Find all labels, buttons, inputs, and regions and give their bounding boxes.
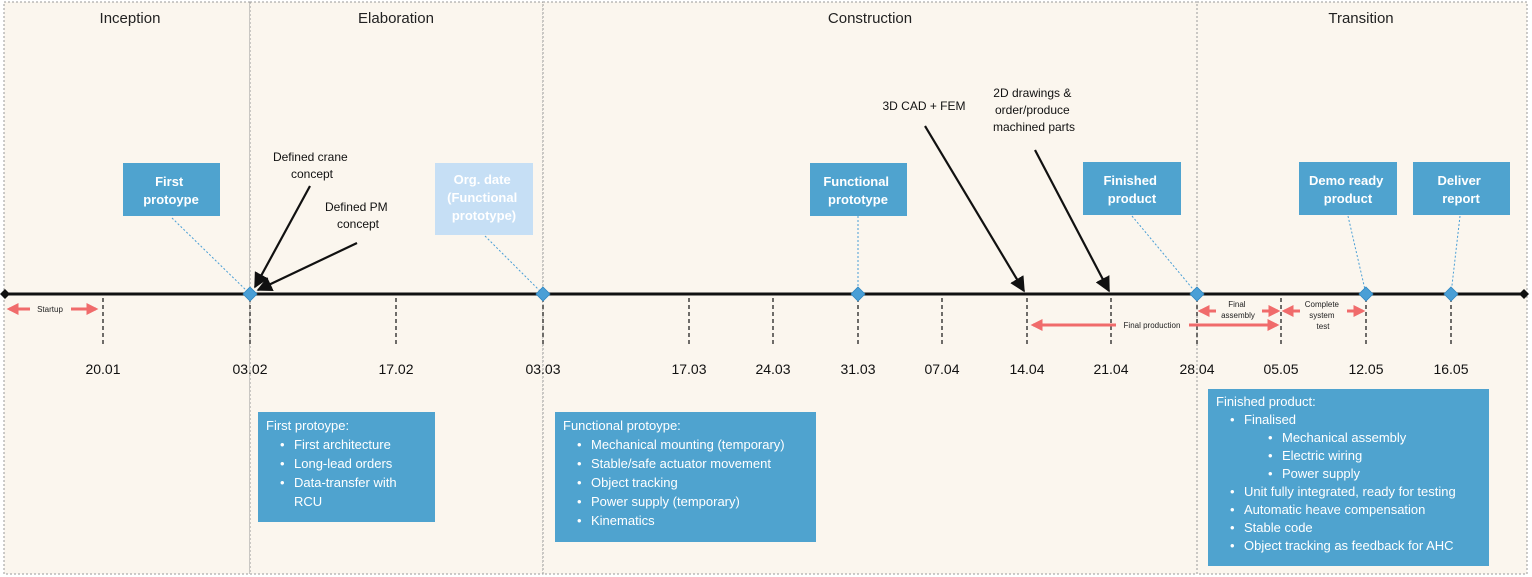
milestone-connectors <box>171 215 1461 295</box>
date-label: 28.04 <box>1179 361 1214 377</box>
phase-title-inception: Inception <box>100 10 161 27</box>
panel-title: Finished product: <box>1216 394 1316 409</box>
date-label: 20.01 <box>85 361 120 377</box>
list-item: Long-lead orders <box>280 454 427 473</box>
milestone-label-functional-prototype: Functional prototype <box>823 174 892 207</box>
list-item-label: Finalised <box>1244 412 1297 427</box>
panel-list: Finalised Mechanical assembly Electric w… <box>1216 411 1481 555</box>
milestone-label-finished-product: Finished product <box>1103 173 1160 206</box>
date-label: 05.05 <box>1263 361 1298 377</box>
milestone-box-functional-prototype <box>810 163 907 216</box>
date-labels: 20.01 03.02 17.02 03.03 17.03 24.03 31.0… <box>85 361 1468 377</box>
date-label: 03.03 <box>525 361 560 377</box>
panel-sublist: Mechanical assembly Electric wiring Powe… <box>1244 429 1481 483</box>
date-label: 17.03 <box>671 361 706 377</box>
panel-title: First protoype: <box>266 418 350 433</box>
milestone-label-deliver-report: Deliver report <box>1438 173 1485 206</box>
arrow-3d-cad <box>924 125 1025 293</box>
range-label-system-test: Complete system test <box>1305 300 1341 331</box>
list-item: Stable code <box>1230 519 1481 537</box>
milestone-label-first-protoype: First protoype <box>143 174 199 207</box>
date-label: 12.05 <box>1348 361 1383 377</box>
list-item: First architecture <box>280 435 427 454</box>
list-item: Automatic heave compensation <box>1230 501 1481 519</box>
milestone-box-deliver-report <box>1413 162 1510 215</box>
phase-title-transition: Transition <box>1328 10 1393 27</box>
list-item: Power supply <box>1268 465 1481 483</box>
list-item: Data-transfer with RCU <box>280 473 427 511</box>
panel-first-protoype: First protoype: First architecture Long-… <box>258 412 435 522</box>
list-item: Electric wiring <box>1268 447 1481 465</box>
panel-title: Functional protoype: <box>563 418 681 433</box>
list-item: Object tracking <box>577 473 808 492</box>
date-label: 03.02 <box>232 361 267 377</box>
milestone-box-first-protoype <box>123 163 220 216</box>
milestone-box-demo-ready <box>1299 162 1397 215</box>
phase-title-construction: Construction <box>828 10 912 27</box>
date-ticks <box>102 298 1452 344</box>
milestone-diamond-28-04 <box>1189 286 1205 302</box>
connector-deliver-report <box>1450 215 1461 295</box>
milestone-box-org-date <box>435 163 533 235</box>
list-item: Object tracking as feedback for AHC <box>1230 537 1481 555</box>
range-label-final-production: Final production <box>1124 321 1181 330</box>
milestone-diamond-03-02 <box>242 286 258 302</box>
date-label: 17.02 <box>378 361 413 377</box>
arrow-2d-drawings <box>1034 149 1110 293</box>
list-item: Power supply (temporary) <box>577 492 808 511</box>
phase-title-elaboration: Elaboration <box>358 10 434 27</box>
list-item: Mechanical assembly <box>1268 429 1481 447</box>
timeline-end-diamond <box>1519 289 1529 299</box>
connector-org-date <box>484 235 544 295</box>
annotation-arrows <box>254 125 1110 293</box>
list-item: Stable/safe actuator movement <box>577 454 808 473</box>
range-label-final-assembly: Final assembly <box>1221 300 1255 320</box>
milestone-diamonds <box>242 286 1459 302</box>
milestone-diamond-31-03 <box>850 286 866 302</box>
phase-bg-inception <box>3 1 251 575</box>
milestone-diamond-12-05 <box>1358 286 1374 302</box>
panel-list: Mechanical mounting (temporary) Stable/s… <box>563 435 808 530</box>
milestone-diamond-16-05 <box>1443 286 1459 302</box>
connector-demo-ready <box>1347 215 1367 295</box>
date-label: 24.03 <box>755 361 790 377</box>
list-item: Unit fully integrated, ready for testing <box>1230 483 1481 501</box>
milestone-diamond-03-03 <box>535 286 551 302</box>
panel-functional-protoype: Functional protoype: Mechanical mounting… <box>555 412 816 542</box>
milestone-label-org-date: Org. date (Functional prototype) <box>447 172 521 223</box>
date-label: 14.04 <box>1009 361 1044 377</box>
list-item: Kinematics <box>577 511 808 530</box>
date-label: 07.04 <box>924 361 959 377</box>
list-item: Finalised Mechanical assembly Electric w… <box>1230 411 1481 483</box>
date-label: 31.03 <box>840 361 875 377</box>
date-label: 21.04 <box>1093 361 1128 377</box>
note-defined-crane-concept: Defined crane concept <box>273 150 351 181</box>
arrow-pm-concept <box>256 242 358 292</box>
arrow-crane-concept <box>254 185 311 289</box>
panel-list: First architecture Long-lead orders Data… <box>266 435 427 511</box>
timeline-start-diamond <box>0 289 10 299</box>
panel-finished-product: Finished product: Finalised Mechanical a… <box>1208 389 1489 566</box>
list-item: Mechanical mounting (temporary) <box>577 435 808 454</box>
note-3d-cad-fem: 3D CAD + FEM <box>882 99 965 113</box>
note-defined-pm-concept: Defined PM concept <box>325 200 391 231</box>
connector-finished-product <box>1131 215 1198 295</box>
range-label-bg-final-production <box>1116 318 1189 332</box>
milestone-box-finished-product <box>1083 162 1181 215</box>
milestone-label-demo-ready: Demo ready product <box>1309 173 1387 206</box>
range-label-startup: Startup <box>37 305 63 314</box>
range-arrows <box>6 303 1366 331</box>
date-label: 16.05 <box>1433 361 1468 377</box>
note-2d-drawings: 2D drawings & order/produce machined par… <box>993 86 1075 134</box>
